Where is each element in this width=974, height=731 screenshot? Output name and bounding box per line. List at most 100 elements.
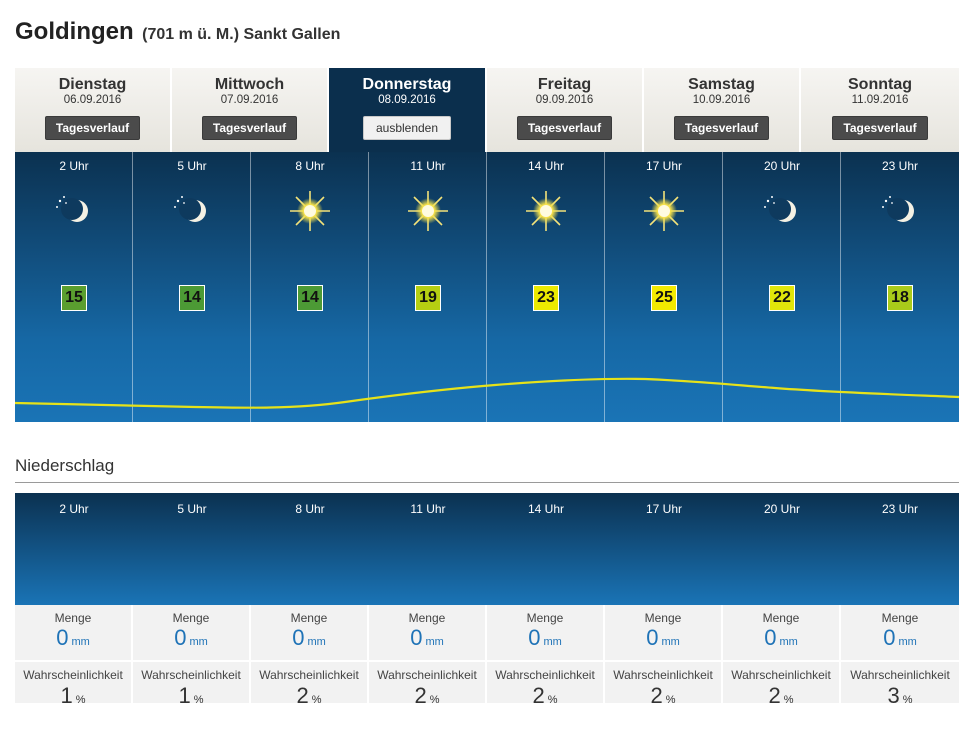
hour-column: 23 Uhr 18 bbox=[841, 152, 959, 422]
tab-day: Dienstag bbox=[58, 76, 127, 93]
precip-cell: Menge 0 mm Wahrscheinlichkeit 2% bbox=[251, 605, 369, 708]
tagesverlauf-button[interactable]: Tagesverlauf bbox=[673, 116, 770, 140]
amount-label: Menge bbox=[644, 611, 682, 625]
column-divider bbox=[368, 152, 369, 422]
hourly-forecast-chart: 2 Uhr 15 5 Uhr 14 8 Uhr 14 11 Uhr 19 14 … bbox=[15, 152, 959, 422]
amount-label: Menge bbox=[290, 611, 328, 625]
probability-number: 1 bbox=[178, 683, 191, 708]
amount-number: 0 bbox=[292, 625, 305, 650]
probability-unit: % bbox=[783, 694, 794, 706]
location-title: Goldingen (701 m ü. M.) Sankt Gallen bbox=[15, 18, 340, 46]
tab-date: 08.09.2016 bbox=[378, 94, 436, 106]
moon-clear-icon bbox=[878, 189, 922, 233]
probability-number: 3 bbox=[887, 683, 900, 708]
hour-column: 8 Uhr 14 bbox=[251, 152, 369, 422]
amount-value: 0 mm bbox=[133, 626, 249, 654]
sun-icon bbox=[406, 189, 450, 233]
probability-label: Wahrscheinlichkeit bbox=[723, 660, 839, 682]
probability-label: Wahrscheinlichkeit bbox=[841, 660, 959, 682]
location-subtitle: (701 m ü. M.) Sankt Gallen bbox=[142, 26, 341, 43]
probability-number: 2 bbox=[296, 683, 309, 708]
moon-clear-icon bbox=[760, 189, 804, 233]
amount-value: 0 mm bbox=[605, 626, 721, 654]
hour-label: 11 Uhr bbox=[410, 502, 446, 516]
hour-column: 17 Uhr 25 bbox=[605, 152, 723, 422]
tab-date: 10.09.2016 bbox=[692, 94, 751, 106]
tab-day: Mittwoch bbox=[214, 76, 285, 93]
amount-unit: mm bbox=[543, 636, 562, 648]
tagesverlauf-button[interactable]: Tagesverlauf bbox=[44, 116, 141, 140]
hour-label: 20 Uhr bbox=[763, 502, 801, 516]
probability-value: 1% bbox=[133, 684, 249, 712]
divider bbox=[15, 482, 959, 483]
hour-label: 14 Uhr bbox=[527, 159, 565, 173]
column-divider bbox=[604, 152, 605, 422]
probability-value: 1% bbox=[15, 684, 131, 712]
amount-number: 0 bbox=[646, 625, 659, 650]
amount-label: Menge bbox=[54, 611, 92, 625]
probability-value: 2% bbox=[723, 684, 839, 712]
amount-number: 0 bbox=[56, 625, 69, 650]
probability-label: Wahrscheinlichkeit bbox=[133, 660, 249, 682]
amount-number: 0 bbox=[764, 625, 777, 650]
hour-column: 5 Uhr bbox=[133, 493, 251, 605]
amount-label: Menge bbox=[526, 611, 564, 625]
tagesverlauf-button[interactable]: Tagesverlauf bbox=[832, 116, 928, 140]
hour-column: 8 Uhr bbox=[251, 493, 369, 605]
amount-label: Menge bbox=[881, 611, 919, 625]
column-divider bbox=[486, 152, 487, 422]
amount-value: 0 mm bbox=[369, 626, 485, 654]
hour-column: 20 Uhr 22 bbox=[723, 152, 841, 422]
temperature-badge: 14 bbox=[179, 285, 205, 311]
tab-sonntag[interactable]: Sonntag 11.09.2016 Tagesverlauf bbox=[801, 68, 959, 152]
hour-label: 11 Uhr bbox=[410, 159, 446, 173]
tab-day: Sonntag bbox=[848, 76, 912, 93]
precipitation-title: Niederschlag bbox=[15, 456, 115, 475]
amount-unit: mm bbox=[779, 636, 798, 648]
probability-unit: % bbox=[75, 694, 86, 706]
temperature-curve bbox=[15, 377, 959, 409]
probability-label: Wahrscheinlichkeit bbox=[605, 660, 721, 682]
temperature-badge: 15 bbox=[61, 285, 87, 311]
tagesverlauf-button[interactable]: Tagesverlauf bbox=[201, 116, 298, 140]
hour-column: 5 Uhr 14 bbox=[133, 152, 251, 422]
precip-cell: Menge 0 mm Wahrscheinlichkeit 2% bbox=[487, 605, 605, 708]
amount-value: 0 mm bbox=[15, 626, 131, 654]
probability-unit: % bbox=[547, 694, 558, 706]
hour-label: 8 Uhr bbox=[295, 159, 325, 173]
hour-label: 23 Uhr bbox=[881, 159, 919, 173]
tab-date: 11.09.2016 bbox=[851, 94, 909, 106]
amount-label: Menge bbox=[762, 611, 800, 625]
amount-unit: mm bbox=[189, 636, 208, 648]
hour-label: 14 Uhr bbox=[527, 502, 565, 516]
location-name: Goldingen bbox=[15, 18, 134, 45]
tab-freitag[interactable]: Freitag 09.09.2016 Tagesverlauf bbox=[487, 68, 644, 152]
probability-label: Wahrscheinlichkeit bbox=[487, 660, 603, 682]
tab-day: Freitag bbox=[537, 76, 592, 93]
amount-value: 0 mm bbox=[723, 626, 839, 654]
tab-dienstag[interactable]: Dienstag 06.09.2016 Tagesverlauf bbox=[15, 68, 172, 152]
hour-label: 5 Uhr bbox=[177, 159, 207, 173]
probability-unit: % bbox=[665, 694, 676, 706]
tagesverlauf-button[interactable]: Tagesverlauf bbox=[516, 116, 613, 140]
hour-label: 17 Uhr bbox=[645, 502, 683, 516]
precip-cell: Menge 0 mm Wahrscheinlichkeit 2% bbox=[605, 605, 723, 708]
hour-column: 14 Uhr bbox=[487, 493, 605, 605]
tab-samstag[interactable]: Samstag 10.09.2016 Tagesverlauf bbox=[644, 68, 801, 152]
day-tabs: Dienstag 06.09.2016 Tagesverlauf Mittwoc… bbox=[15, 68, 959, 152]
ausblenden-button[interactable]: ausblenden bbox=[362, 116, 452, 140]
amount-number: 0 bbox=[883, 625, 896, 650]
precip-cell: Menge 0 mm Wahrscheinlichkeit 2% bbox=[369, 605, 487, 708]
hour-label: 20 Uhr bbox=[763, 159, 801, 173]
precip-cell: Menge 0 mm Wahrscheinlichkeit 2% bbox=[723, 605, 841, 708]
amount-label: Menge bbox=[408, 611, 446, 625]
hour-column: 11 Uhr bbox=[369, 493, 487, 605]
tab-mittwoch[interactable]: Mittwoch 07.09.2016 Tagesverlauf bbox=[172, 68, 329, 152]
tab-donnerstag[interactable]: Donnerstag 08.09.2016 ausblenden bbox=[329, 68, 487, 152]
probability-value: 3% bbox=[841, 684, 959, 712]
probability-number: 2 bbox=[650, 683, 663, 708]
sun-icon bbox=[288, 189, 332, 233]
column-divider bbox=[840, 152, 841, 422]
tab-day: Samstag bbox=[688, 76, 755, 93]
